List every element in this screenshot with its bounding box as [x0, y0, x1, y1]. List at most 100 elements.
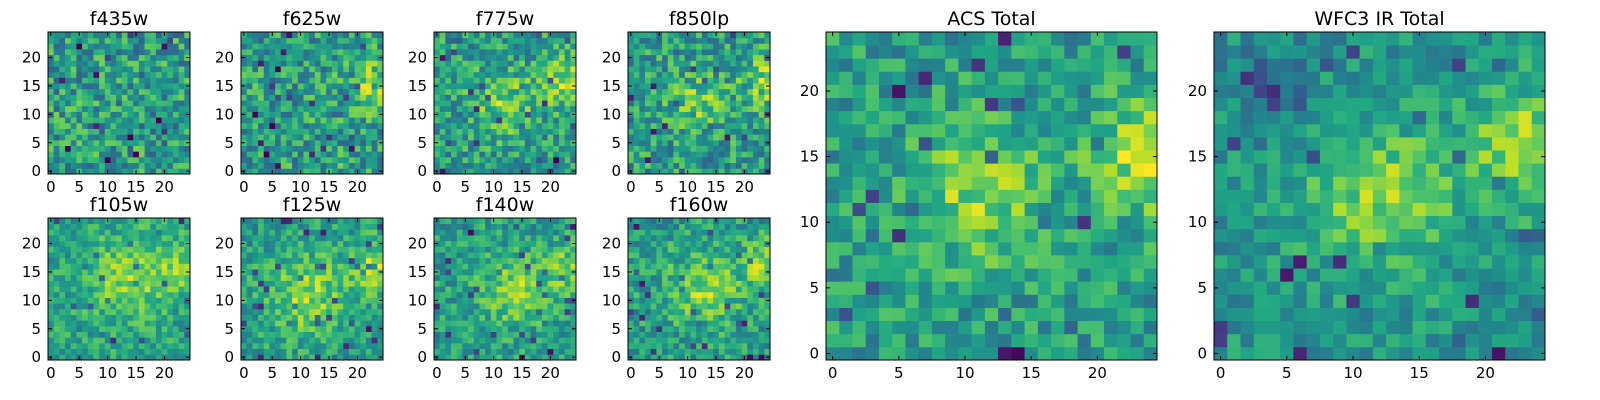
- heatmap-cell: [434, 286, 441, 293]
- heatmap-cell: [764, 77, 771, 84]
- heatmap-cell: [280, 229, 287, 236]
- heatmap-cell: [507, 280, 514, 287]
- heatmap-cell: [258, 314, 265, 321]
- heatmap-cell: [172, 269, 180, 276]
- heatmap-cell: [104, 246, 111, 253]
- heatmap-cell: [116, 223, 123, 230]
- heatmap-cell: [490, 100, 497, 107]
- heatmap-cell: [541, 117, 548, 124]
- heatmap-cell: [331, 162, 338, 169]
- heatmap-cell: [348, 111, 355, 118]
- heatmap-cell: [633, 354, 640, 361]
- heatmap-cell: [451, 291, 458, 298]
- heatmap-cell: [558, 83, 566, 90]
- heatmap-cell: [348, 151, 355, 158]
- heatmap-cell: [758, 168, 765, 175]
- heatmap-cell: [280, 218, 287, 225]
- heatmap-cell: [628, 331, 635, 338]
- heatmap-cell: [121, 100, 128, 107]
- heatmap-cell: [82, 94, 89, 101]
- heatmap-cell: [337, 60, 344, 67]
- heatmap-cell: [684, 105, 691, 112]
- heatmap-cell: [570, 151, 577, 158]
- heatmap-cell: [479, 325, 486, 332]
- heatmap-cell: [758, 117, 765, 124]
- heatmap-cell: [524, 94, 531, 101]
- heatmap-cell: [536, 37, 543, 44]
- heatmap-cell: [127, 37, 134, 44]
- heatmap-cell: [161, 128, 168, 135]
- heatmap-cell: [684, 111, 691, 118]
- heatmap-cell: [76, 257, 83, 264]
- heatmap-cell: [65, 100, 72, 107]
- heatmap-cell: [314, 263, 321, 270]
- heatmap-cell: [639, 162, 646, 169]
- heatmap-cell: [445, 43, 452, 50]
- heatmap-cell: [241, 66, 248, 73]
- heatmap-cell: [320, 139, 327, 146]
- heatmap-cell: [48, 117, 55, 124]
- heatmap-cell: [133, 111, 140, 118]
- heatmap-cell: [155, 240, 162, 247]
- heatmap-cell: [536, 337, 543, 344]
- heatmap-cell: [679, 122, 686, 129]
- heatmap-cell: [59, 77, 66, 84]
- heatmap-cell: [155, 134, 162, 141]
- heatmap-cell: [633, 139, 640, 146]
- heatmap-cell: [764, 94, 771, 101]
- heatmap-cell: [303, 354, 310, 361]
- heatmap-cell: [758, 151, 765, 158]
- heatmap-cell: [451, 229, 458, 236]
- heatmap-cell: [730, 331, 737, 338]
- heatmap-cell: [690, 83, 697, 90]
- heatmap-cell: [252, 111, 259, 118]
- heatmap-cell: [536, 274, 543, 281]
- heatmap-cell: [48, 235, 55, 242]
- heatmap-cell: [59, 246, 66, 253]
- heatmap-cell: [462, 88, 469, 95]
- heatmap-cell: [258, 49, 265, 56]
- heatmap-cell: [502, 257, 509, 264]
- heatmap-cell: [76, 66, 83, 73]
- heatmap-cell: [752, 54, 760, 61]
- heatmap-cell: [718, 297, 725, 304]
- heatmap-cell: [144, 223, 151, 230]
- heatmap-cell: [758, 314, 765, 321]
- heatmap-cell: [673, 32, 680, 39]
- plot-frame: [240, 217, 384, 361]
- heatmap-cell: [724, 122, 731, 129]
- heatmap-cell: [303, 348, 310, 355]
- heatmap-cell: [150, 66, 157, 73]
- heatmap-cell: [462, 337, 469, 344]
- heatmap-cell: [524, 43, 531, 50]
- heatmap-cell: [684, 128, 691, 135]
- plot-frame: [47, 217, 191, 361]
- heatmap-cell: [456, 32, 463, 39]
- heatmap-cell: [275, 331, 282, 338]
- heatmap-cell: [167, 235, 174, 242]
- heatmap-cell: [337, 168, 344, 175]
- heatmap-cell: [485, 94, 492, 101]
- heatmap-cell: [127, 314, 134, 321]
- heatmap-cell: [707, 168, 714, 175]
- heatmap-cell: [473, 354, 480, 361]
- heatmap-cell: [730, 286, 737, 293]
- heatmap-cell: [331, 286, 338, 293]
- heatmap-cell: [451, 145, 458, 152]
- heatmap-cell: [337, 229, 344, 236]
- heatmap-cell: [263, 43, 270, 50]
- heatmap-cell: [286, 105, 293, 112]
- heatmap-cell: [462, 60, 469, 67]
- heatmap-cell: [439, 269, 446, 276]
- heatmap-cell: [348, 325, 355, 332]
- heatmap-cell: [53, 54, 60, 61]
- heatmap-cell: [690, 162, 697, 169]
- heatmap-cell: [110, 151, 117, 158]
- heatmap-cell: [690, 269, 697, 276]
- heatmap-cell: [309, 32, 316, 39]
- heatmap-cell: [718, 168, 725, 175]
- heatmap-cell: [764, 337, 771, 344]
- heatmap-cell: [730, 37, 737, 44]
- heatmap-cell: [87, 60, 94, 67]
